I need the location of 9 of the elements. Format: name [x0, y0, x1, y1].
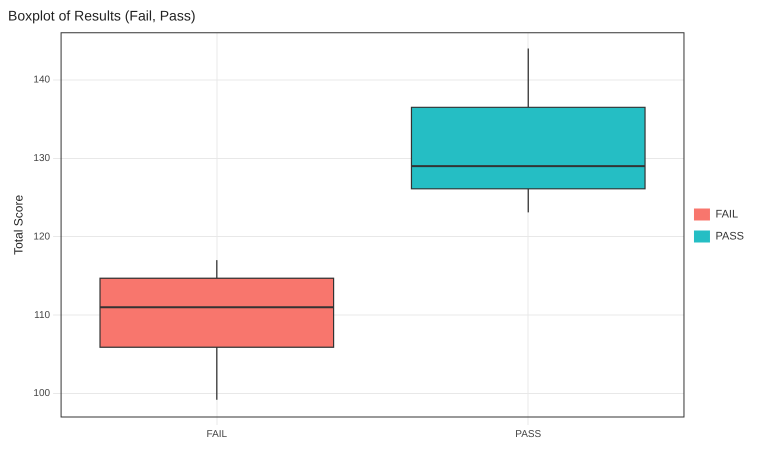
y-tick-label: 120	[33, 231, 51, 242]
y-tick-label: 130	[33, 153, 51, 164]
y-tick-label: 140	[33, 74, 51, 86]
chart-title: Boxplot of Results (Fail, Pass)	[8, 7, 196, 24]
legend-label: PASS	[715, 230, 744, 243]
y-tick-label: 100	[33, 388, 51, 400]
y-tick-label: 110	[34, 310, 51, 321]
legend-label: FAIL	[715, 208, 738, 221]
y-axis-title: Total Score	[12, 194, 26, 255]
